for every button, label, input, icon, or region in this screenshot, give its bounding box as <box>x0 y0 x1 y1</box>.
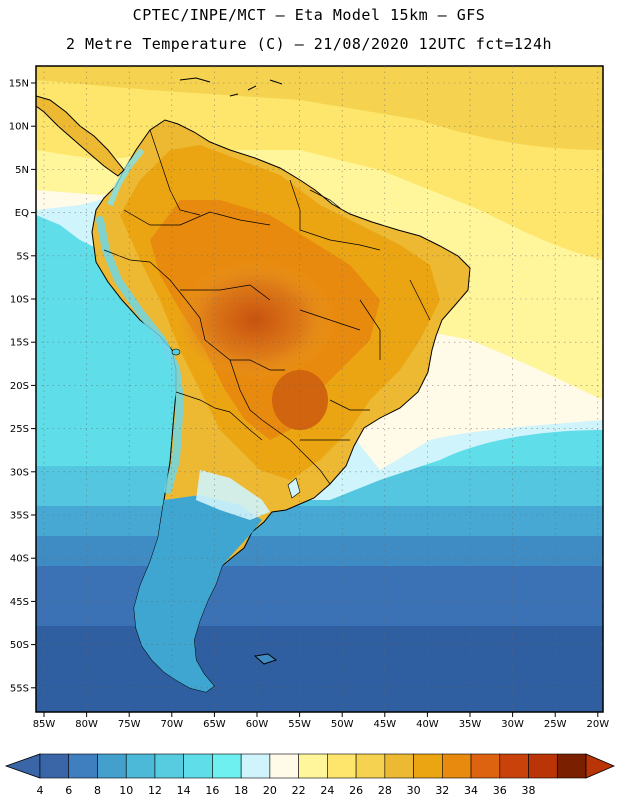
colorbar-swatch <box>269 753 299 779</box>
colorbar-tick-label: 36 <box>493 784 507 797</box>
lon-label: 20W <box>586 719 609 730</box>
lat-label: 25S <box>10 424 29 435</box>
lon-label: 45W <box>373 719 396 730</box>
central-america-land <box>36 95 125 177</box>
lat-label: 15N <box>9 79 29 90</box>
lon-label: 25W <box>544 719 567 730</box>
lat-label: 5N <box>15 165 29 176</box>
map-frame <box>35 65 604 713</box>
colorbar-swatch <box>154 753 184 779</box>
land-hottest-zone <box>175 260 335 380</box>
lon-label: 50W <box>331 719 354 730</box>
lon-label: 30W <box>501 719 524 730</box>
lat-label: 50S <box>10 640 29 651</box>
patagonia-cool-land <box>134 495 262 692</box>
colorbar-labels: 4 6 8 10 12 14 16 18 20 22 24 26 28 30 32 34 36 38 <box>37 784 536 797</box>
colorbar-left-arrow <box>4 753 41 779</box>
colorbar-swatch <box>39 753 70 779</box>
longitude-labels: 85W 80W 75W 70W 65W 60W 55W 50W 45W 40W 35W 30W 25W 2… <box>33 712 609 730</box>
colorbar-swatch <box>327 753 357 779</box>
colorbar-tick-label: 10 <box>119 784 133 797</box>
colorbar-tick-label: 20 <box>263 784 277 797</box>
colorbar-tick-label: 8 <box>94 784 101 797</box>
country-borders <box>103 129 431 485</box>
colorbar-tick-label: 12 <box>148 784 162 797</box>
colorbar-tick-label: 18 <box>234 784 248 797</box>
lon-label: 40W <box>416 719 439 730</box>
colorbar-tick-label: 22 <box>292 784 306 797</box>
lon-label: 65W <box>203 719 226 730</box>
colorbar-tick-label: 4 <box>37 784 44 797</box>
lon-label: 80W <box>75 719 98 730</box>
lat-label: 5S <box>16 251 29 262</box>
lat-label: EQ <box>15 208 29 219</box>
colorbar <box>4 753 616 779</box>
northern-andes-cool <box>107 148 145 207</box>
lat-label: 55S <box>10 683 29 694</box>
lat-label: 35S <box>10 511 29 522</box>
lon-label: 70W <box>160 719 183 730</box>
colorbar-swatch <box>68 753 98 779</box>
colorbar-swatch <box>384 753 414 779</box>
colorbar-tick-label: 34 <box>464 784 478 797</box>
colorbar-swatch <box>528 753 558 779</box>
ocean-hot-band <box>36 66 603 150</box>
lat-label: 40S <box>10 554 29 565</box>
lon-label: 60W <box>246 719 269 730</box>
lon-label: 85W <box>33 719 56 730</box>
colorbar-swatch <box>298 753 328 779</box>
colorbar-tick-label: 30 <box>407 784 421 797</box>
colorbar-swatch <box>413 753 443 779</box>
colorbar-tick-label: 24 <box>320 784 334 797</box>
lon-label: 35W <box>459 719 482 730</box>
colorbar-swatch <box>355 753 386 779</box>
lagoa-dos-patos <box>287 477 301 499</box>
colorbar-swatch <box>183 753 213 779</box>
map-gridlines <box>36 66 603 712</box>
latitude-labels: 15N 10N 5N EQ 5S 10S 15S 20S 25S 30S 35S 40S 45S 50S 5… <box>9 79 36 694</box>
andes-cool-ribbon <box>96 216 185 494</box>
colorbar-tick-label: 38 <box>522 784 536 797</box>
colorbar-tick-label: 16 <box>205 784 219 797</box>
falkland-islands <box>253 653 278 665</box>
lon-label: 75W <box>118 719 141 730</box>
colorbar-right-arrow <box>585 753 616 779</box>
caribbean-islands <box>179 77 283 97</box>
colorbar-tick-label: 6 <box>65 784 72 797</box>
colorbar-swatch <box>442 753 472 779</box>
colorbar-swatch <box>212 753 242 779</box>
lon-label: 55W <box>288 719 311 730</box>
title-line-2: 2 Metre Temperature (C) – 21/08/2020 12U… <box>65 35 553 53</box>
lat-label: 30S <box>10 467 29 478</box>
lake-titicaca <box>171 348 181 356</box>
colorbar-swatch <box>240 753 271 779</box>
colorbar-swatch <box>125 753 156 779</box>
colorbar-swatch <box>499 753 529 779</box>
colorbar-tick-label: 28 <box>378 784 392 797</box>
lat-label: 10S <box>10 295 29 306</box>
land-hot-core <box>272 370 328 430</box>
colorbar-swatch <box>556 753 587 779</box>
colorbar-swatch <box>470 753 501 779</box>
colorbar-tick-label: 32 <box>435 784 449 797</box>
lat-label: 15S <box>10 338 29 349</box>
colorbar-swatch <box>97 753 127 779</box>
lat-label: 45S <box>10 597 29 608</box>
lat-label: 20S <box>10 381 29 392</box>
lat-label: 10N <box>9 122 29 133</box>
colorbar-tick-label: 26 <box>349 784 363 797</box>
temperature-field <box>36 66 603 712</box>
title-line-1: CPTEC/INPE/MCT – Eta Model 15km – GFS <box>132 6 486 24</box>
colorbar-tick-label: 14 <box>177 784 191 797</box>
